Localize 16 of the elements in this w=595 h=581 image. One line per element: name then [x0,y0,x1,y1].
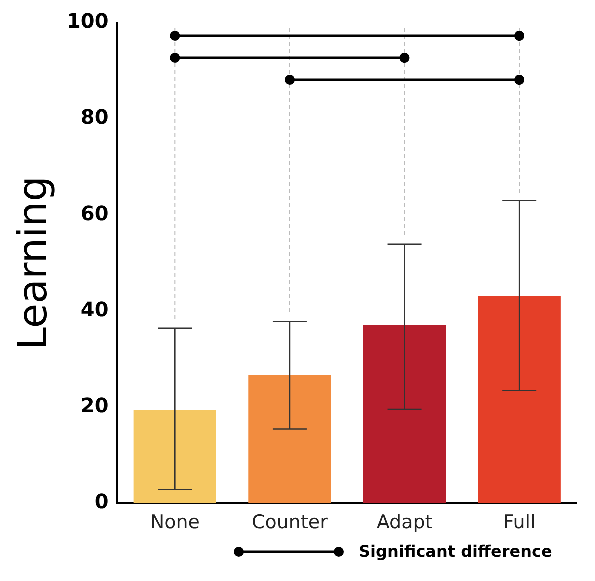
bar [478,296,561,504]
y-tick-label: 40 [80,297,109,322]
bar [363,326,446,504]
y-tick-label: 100 [67,9,109,34]
y-tick-label: 80 [80,105,109,130]
y-tick-label: 20 [80,393,109,418]
y-tick-label: 0 [94,489,109,514]
x-tick-label: Counter [252,512,328,534]
y-axis-title: Learning [10,176,56,350]
y-tick-label: 60 [80,201,109,226]
bar [134,410,216,504]
x-tick-label: Adapt [376,512,433,534]
bar [248,375,332,504]
x-tick-label: None [150,512,200,534]
x-tick-label: Full [503,512,536,534]
text: Significant difference [359,542,552,561]
